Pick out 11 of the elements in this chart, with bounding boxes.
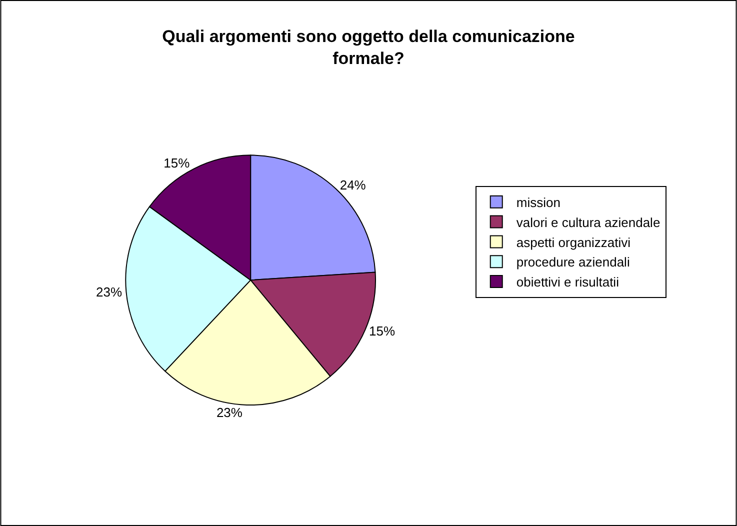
legend-label: obiettivi e risultatii [516,274,620,290]
data-label: 23% [96,284,122,300]
data-label: 15% [368,323,396,338]
legend-label: procedure aziendali [516,254,630,270]
data-label: 15% [164,155,190,170]
legend-label: valori e cultura aziendale [516,214,660,230]
data-label: 23% [216,404,243,420]
data-label: 24% [340,178,366,193]
chart-title: Quali argomenti sono oggetto della comunicazione formale? [162,27,575,68]
legend-label: aspetti organizzativi [516,234,631,250]
legend-label: mission [516,194,560,210]
